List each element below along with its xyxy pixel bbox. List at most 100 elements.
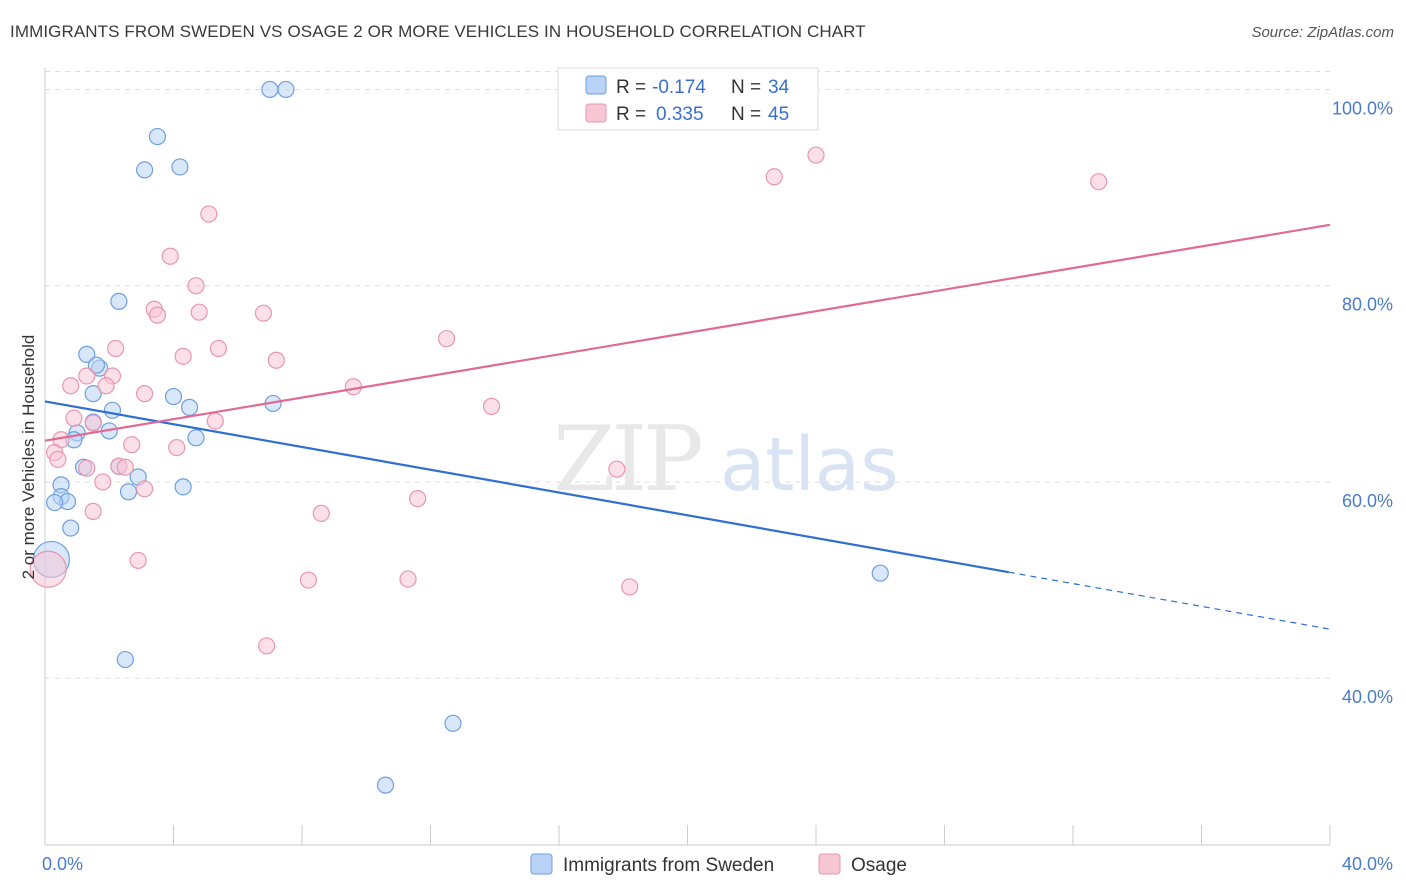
point-osage-20 [482,397,501,415]
point-sweden-6 [78,345,96,363]
x-tick-label-1: 40.0% [1342,854,1393,874]
legend-n-label-0: N = [731,77,761,98]
point-osage-10 [437,330,456,348]
point-osage-1 [765,168,783,186]
point-osage-38 [312,504,330,522]
point-sweden-0 [261,80,279,99]
source-label: Source: ZipAtlas.com [1251,24,1394,41]
point-osage-37 [84,502,102,520]
point-sweden-12 [164,387,183,406]
x-tick-labels: 0.0% 40.0% [42,854,1393,874]
point-osage-26 [123,436,141,454]
point-osage-3 [200,205,218,223]
point-sweden-5 [110,292,128,310]
y-axis-label: 2 or more Vehicles in Household [19,335,38,580]
point-osage-2 [1090,173,1108,191]
legend-r-label-0: R = [616,77,646,98]
point-osage-16 [78,367,96,385]
legend-r-value-0: -0.174 [652,77,706,98]
point-sweden-1 [277,80,295,99]
point-osage-30 [78,459,96,477]
trend-line-sweden-dashed [1008,571,1331,630]
legend: R = -0.174 N = 34 R = 0.335 N = 45 [557,67,819,131]
point-sweden-24 [119,483,138,501]
gridlines [45,70,1330,679]
point-osage-23 [206,412,224,430]
y-tick-label-0: 40.0% [1342,687,1393,707]
point-osage-44 [258,637,276,655]
x-tick-label-0: 0.0% [42,854,83,874]
watermark-atlas: atlas [720,422,899,508]
point-sweden-27 [46,493,64,512]
point-sweden-2 [148,127,167,146]
bottom-legend-swatch-osage [818,853,841,875]
bottom-legend-label-osage: Osage [851,855,907,876]
point-sweden-10 [103,401,122,419]
legend-n-value-0: 34 [768,77,790,98]
point-osage-4 [161,247,179,265]
legend-n-value-1: 45 [768,104,789,125]
point-sweden-11 [180,398,199,416]
legend-swatch-sweden [585,75,607,95]
legend-r-label-1: R = [616,104,646,125]
point-sweden-32 [444,714,462,732]
y-tick-label-2: 80.0% [1342,295,1393,315]
series-immigrants-from-sweden [32,80,889,794]
point-sweden-9 [84,385,102,403]
point-osage-19 [344,378,362,396]
y-tick-labels: 40.0% 60.0% 80.0% 100.0% [1332,98,1393,707]
point-osage-22 [65,409,83,427]
trend-line-sweden [44,400,1009,574]
point-osage-29 [49,450,67,468]
point-osage-7 [148,306,167,324]
point-osage-18 [135,385,154,403]
point-osage-43 [621,578,639,596]
point-sweden-28 [62,519,80,537]
bottom-legend-label-sweden: Immigrants from Sweden [563,855,774,876]
trend-line-osage [44,223,1331,442]
y-tick-label-3: 100.0% [1332,98,1393,118]
point-osage-41 [299,571,318,589]
point-osage-42 [399,570,417,588]
bottom-legend: Immigrants from Sweden Osage [530,853,907,876]
point-osage-33 [608,460,626,478]
watermark-zip: ZIP [553,407,701,512]
point-sweden-30 [871,564,889,582]
trend-lines [44,223,1331,630]
point-osage-0 [807,146,825,164]
point-sweden-33 [376,776,395,794]
point-osage-9 [254,304,273,322]
point-osage-40 [29,550,67,588]
point-sweden-4 [171,158,189,176]
watermark: ZIP atlas [553,407,899,512]
point-osage-5 [187,277,205,295]
point-osage-39 [129,551,147,570]
point-osage-21 [97,377,115,395]
point-osage-34 [94,473,112,491]
point-osage-24 [84,414,102,432]
point-osage-32 [116,458,134,476]
axes [44,68,1331,846]
legend-swatch-osage [585,103,607,123]
point-osage-12 [209,339,228,358]
point-osage-11 [107,339,125,358]
point-osage-8 [190,303,208,321]
point-sweden-31 [116,650,134,669]
point-osage-17 [62,377,80,395]
bottom-legend-swatch-sweden [530,853,553,875]
point-osage-35 [135,480,154,498]
point-sweden-23 [174,478,192,496]
point-osage-13 [174,347,192,365]
chart-title: IMMIGRANTS FROM SWEDEN VS OSAGE 2 OR MOR… [10,22,866,41]
point-sweden-3 [135,161,154,179]
point-osage-27 [168,438,186,457]
point-sweden-8 [87,356,106,374]
series-osage [29,146,1108,655]
y-tick-label-1: 60.0% [1342,491,1393,511]
point-sweden-17 [187,429,205,447]
legend-r-value-1: 0.335 [656,104,704,125]
point-osage-36 [409,490,427,508]
legend-n-label-1: N = [731,104,761,125]
point-osage-14 [267,351,285,369]
